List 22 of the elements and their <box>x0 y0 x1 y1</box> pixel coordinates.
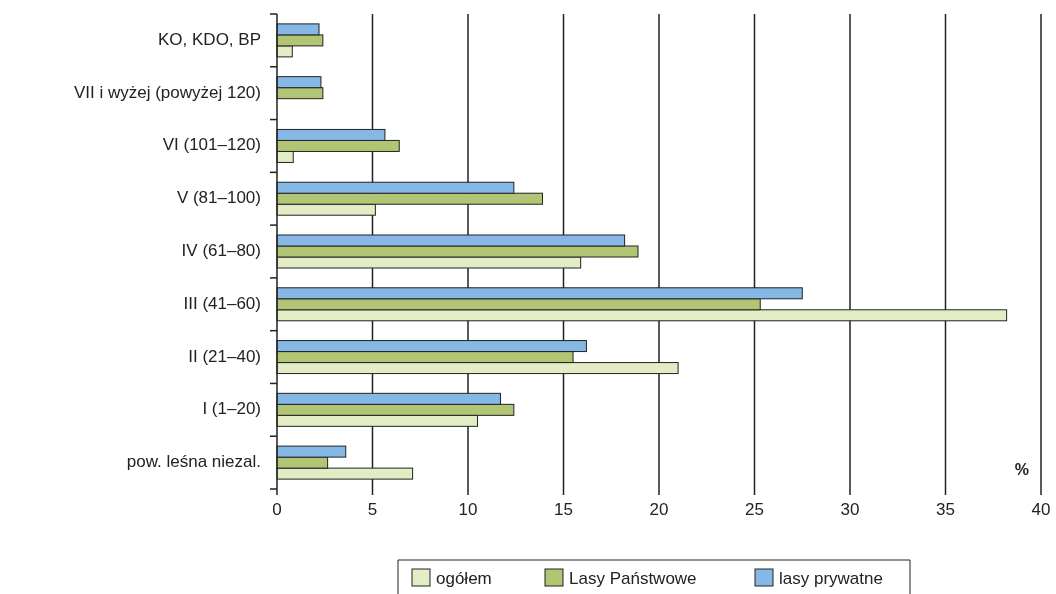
x-tick-label: 10 <box>458 500 478 519</box>
y-tick-label: VI (101–120) <box>162 135 261 155</box>
y-tick-label: pow. leśna niezal. <box>126 452 261 472</box>
x-tick-label: 5 <box>367 500 378 519</box>
x-tick-label: 30 <box>840 500 860 519</box>
y-tick-label: VII i wyżej (powyżej 120) <box>73 82 261 102</box>
x-tick-label: 25 <box>745 500 764 519</box>
y-tick-label: IV (61–80) <box>181 240 261 260</box>
y-tick-label: II (21–40) <box>188 346 261 366</box>
legend-label: Lasy Państwowe <box>569 569 697 588</box>
annotation: % <box>1014 461 1029 478</box>
x-tick-label: 20 <box>649 500 669 519</box>
y-tick-label: V (81–100) <box>176 188 261 208</box>
x-tick-label: 35 <box>936 500 955 519</box>
x-tick-label: 15 <box>554 500 573 519</box>
x-tick-label: 40 <box>1031 500 1051 519</box>
x-tick-label: 0 <box>272 500 282 519</box>
legend-label: ogółem <box>436 569 492 588</box>
y-tick-label: III (41–60) <box>183 293 261 313</box>
y-tick-label: I (1–20) <box>202 399 261 419</box>
y-tick-label: KO, KDO, BP <box>158 29 261 49</box>
legend-label: lasy prywatne <box>779 569 883 588</box>
